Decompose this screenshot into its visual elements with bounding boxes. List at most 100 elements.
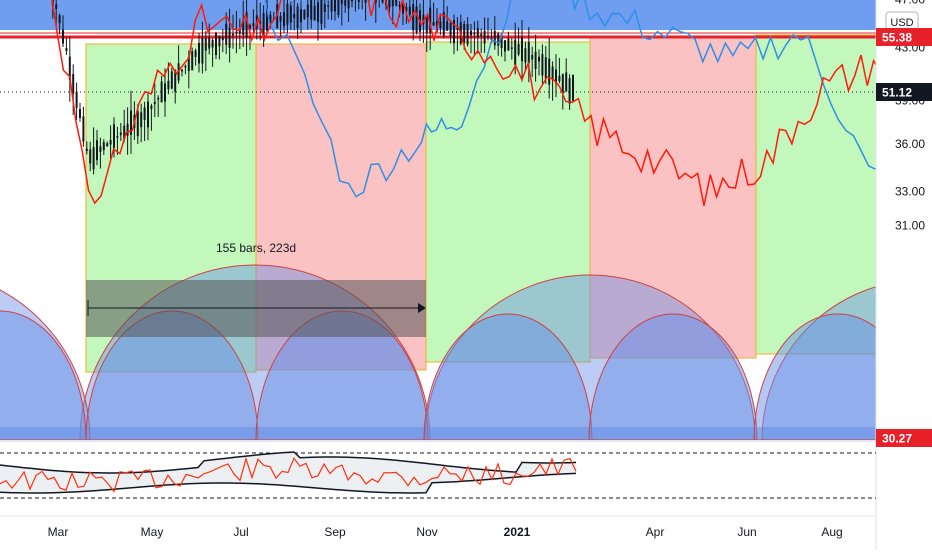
blue-line-series (264, 0, 876, 198)
x-tick-6: Apr (646, 525, 665, 539)
candle-body-13 (89, 149, 92, 164)
candle-body-3 (55, 4, 58, 9)
candle-body-83 (327, 5, 330, 7)
x-tick-5: 2021 (504, 525, 531, 539)
candle-body-155 (572, 74, 574, 101)
candle-body-15 (96, 140, 98, 161)
candle-body-85 (334, 0, 336, 12)
candle-body-92 (357, 0, 360, 3)
candle-body-45 (198, 42, 200, 64)
price-label-0: 55.38 (882, 31, 912, 45)
candle-body-133 (497, 33, 500, 46)
candle-body-66 (269, 14, 272, 24)
candle-body-56 (235, 31, 238, 34)
candle-body-127 (476, 28, 479, 38)
candle-body-23 (123, 125, 126, 140)
price-label-2: 30.27 (882, 432, 912, 446)
candle-body-57 (238, 29, 241, 34)
candle-body-103 (395, 0, 398, 6)
candle-body-134 (500, 34, 503, 48)
candle-body-19 (109, 139, 112, 145)
candle-body-89 (347, 0, 350, 9)
candle-body-126 (473, 32, 476, 35)
candle-body-72 (289, 5, 292, 23)
candle-body-121 (456, 28, 459, 31)
candle-body-80 (317, 2, 319, 22)
candle-body-37 (170, 71, 173, 89)
candle-body-144 (534, 51, 537, 70)
small-arc-4 (423, 313, 593, 440)
candle-body-9 (75, 91, 78, 108)
candle-body-42 (187, 56, 190, 72)
candle-body-34 (160, 81, 163, 103)
candle-body-51 (218, 35, 221, 47)
candle-body-130 (487, 36, 489, 39)
candle-body-149 (551, 66, 554, 80)
candle-body-17 (102, 142, 105, 151)
candle-body-28 (140, 112, 143, 128)
candle-body-14 (92, 147, 95, 170)
candle-body-41 (184, 65, 187, 68)
candle-body-94 (364, 0, 367, 3)
candle-body-73 (293, 13, 296, 19)
candle-body-146 (541, 54, 544, 76)
candle-body-12 (85, 148, 88, 152)
candle-body-77 (306, 4, 309, 18)
candle-body-11 (82, 116, 85, 142)
candle-body-40 (181, 69, 183, 72)
candle-body-52 (221, 37, 224, 41)
small-arc-1 (0, 310, 87, 440)
candle-body-148 (548, 58, 551, 85)
candle-body-105 (402, 3, 404, 14)
currency-label: USD (890, 17, 913, 29)
candle-body-30 (147, 101, 149, 128)
candle-body-69 (279, 16, 282, 22)
candle-body-31 (150, 105, 153, 109)
candle-body-106 (405, 7, 408, 11)
candle-body-48 (208, 37, 211, 49)
candle-body-88 (344, 0, 347, 6)
candle-body-114 (432, 22, 435, 26)
candle-body-128 (480, 33, 483, 36)
candle-body-147 (544, 57, 547, 79)
candle-body-18 (106, 143, 109, 146)
x-tick-labels: Mar May Jul Sep Nov 2021 Apr Jun Aug (48, 525, 843, 539)
candle-body-43 (191, 51, 194, 71)
candle-body-74 (296, 6, 299, 29)
candle-body-58 (242, 20, 245, 36)
candle-body-108 (412, 4, 415, 31)
candle-body-116 (439, 21, 442, 29)
candle-body-27 (136, 111, 139, 137)
y-tick-5: 47.00 (895, 0, 925, 6)
candle-body-131 (490, 38, 493, 40)
candle-body-145 (538, 56, 540, 62)
candle-body-47 (204, 38, 207, 51)
candle-body-16 (99, 146, 102, 152)
candle-body-84 (330, 0, 333, 12)
x-tick-4: Nov (416, 525, 437, 539)
candle-body-137 (510, 47, 513, 49)
y-tick-1: 33.00 (895, 185, 925, 199)
small-arc-5 (588, 313, 758, 440)
candle-body-111 (422, 14, 425, 24)
candle-body-54 (228, 27, 231, 48)
candle-body-21 (116, 136, 119, 138)
indicator-oscillator (0, 456, 577, 493)
candle-body-118 (446, 21, 449, 31)
candle-body-50 (215, 33, 217, 56)
price-label-bg-0 (876, 28, 932, 46)
candle-body-22 (119, 132, 122, 136)
candle-body-24 (126, 123, 129, 136)
x-tick-2: Jul (233, 525, 248, 539)
candle-body-53 (225, 23, 228, 45)
candle-body-112 (425, 15, 428, 34)
candle-body-90 (351, 0, 353, 2)
candle-body-65 (266, 5, 268, 31)
candle-body-59 (245, 12, 248, 38)
candle-body-97 (374, 0, 377, 3)
candle-body-87 (340, 0, 343, 5)
candle-body-113 (429, 7, 432, 34)
